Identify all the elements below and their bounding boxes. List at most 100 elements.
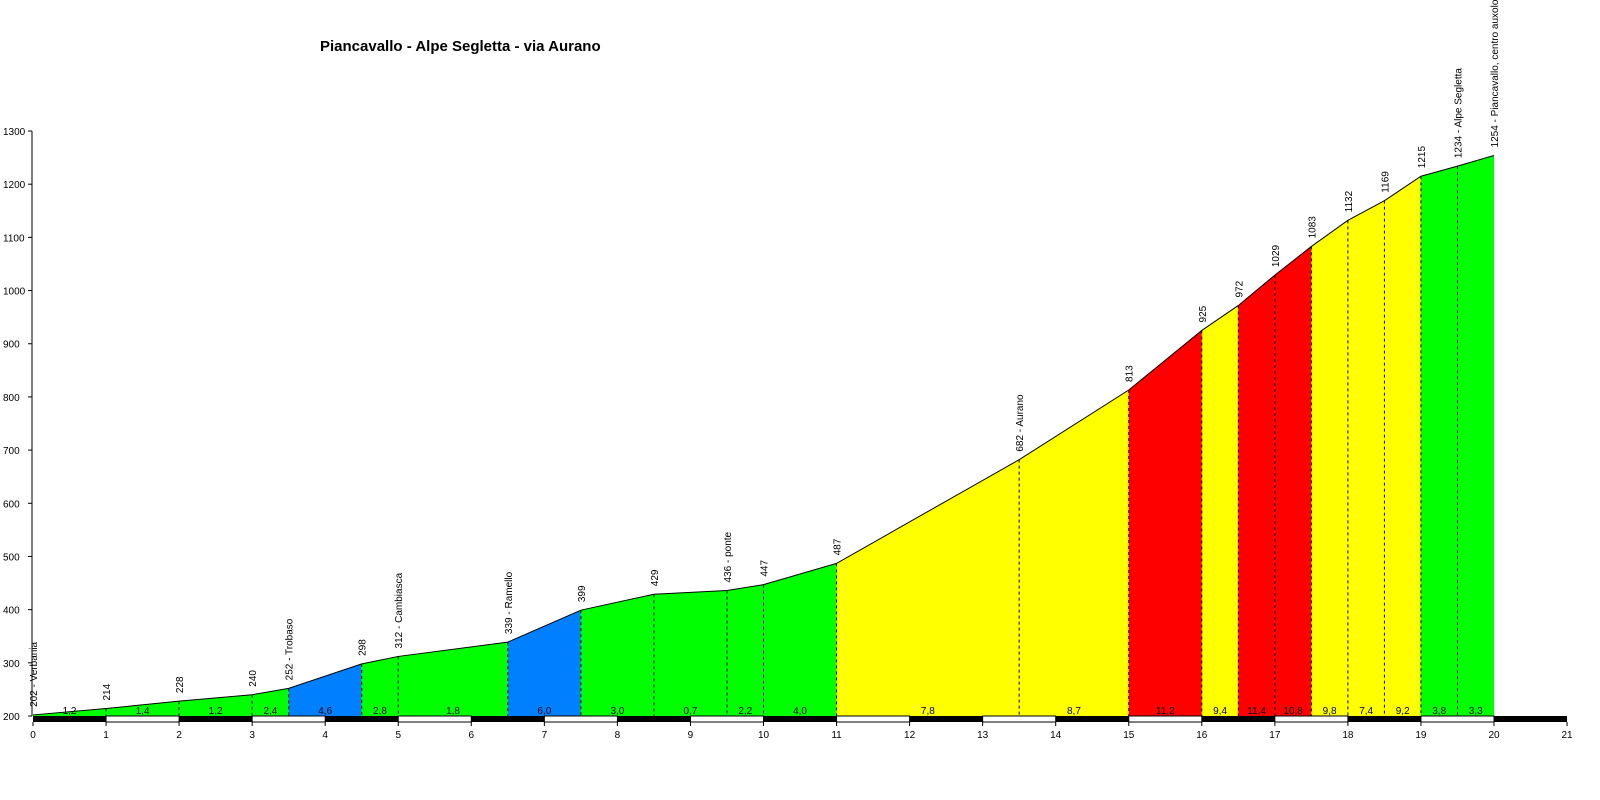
scale-bar-block — [1201, 716, 1275, 722]
segment-fill — [106, 701, 180, 716]
scale-bar-block — [982, 715, 1057, 723]
gradient-label: 1,8 — [446, 706, 460, 717]
point-label: 682 - Aurano — [1015, 394, 1026, 452]
scale-bar-block — [325, 716, 399, 722]
x-tick-label: 19 — [1415, 730, 1427, 741]
y-tick-label: 1000 — [3, 287, 26, 298]
segment-fill — [1457, 155, 1494, 717]
point-label: 1132 — [1344, 190, 1355, 212]
segment-fill — [1128, 330, 1202, 716]
y-tick-label: 1300 — [3, 127, 26, 138]
segment-dividers — [105, 166, 1458, 716]
point-label: 487 — [833, 538, 844, 555]
scale-bar-block — [33, 716, 107, 722]
point-label: 1029 — [1271, 244, 1282, 267]
gradient-label: 1,4 — [136, 706, 150, 717]
segment-fill — [1238, 275, 1275, 716]
segment-fill — [1019, 390, 1129, 716]
scale-bar-block — [1494, 716, 1568, 722]
segment-fill — [1420, 166, 1458, 717]
segment-fill — [252, 688, 289, 716]
segment-fill — [580, 594, 654, 716]
gradient-labels: 1,2 1,4 1,2 2,4 4,6 2,8 1,8 6,0 3,0 0,7 2,2 4,0 7,8 8… — [63, 706, 1484, 717]
y-tick-label: 400 — [3, 606, 20, 617]
point-label: 399 — [577, 585, 588, 602]
gradient-label: 3,8 — [1432, 706, 1446, 717]
point-label: 972 — [1234, 280, 1245, 297]
gradient-label: 10,8 — [1283, 706, 1303, 717]
x-tick-label: 0 — [30, 730, 36, 741]
scale-bar-block — [1347, 716, 1421, 722]
gradient-label: 0,7 — [683, 706, 697, 717]
x-tick-label: 9 — [688, 730, 694, 741]
segment-fill — [1311, 220, 1348, 716]
scale-bar-block — [909, 716, 983, 722]
point-label: 202 - Verbania — [29, 641, 40, 706]
x-tick-label: 20 — [1488, 730, 1500, 741]
segment-fill — [361, 656, 399, 716]
point-label: 429 — [650, 569, 661, 586]
segment-fill — [507, 610, 581, 716]
x-tick-label: 8 — [615, 730, 621, 741]
scale-bar-block — [689, 715, 765, 723]
x-tick-label: 17 — [1269, 730, 1281, 741]
point-label: 813 — [1125, 365, 1136, 382]
distance-scale-bar — [33, 715, 1568, 723]
scale-bar-block — [471, 716, 545, 722]
segment-fill — [726, 584, 764, 716]
segment-fill — [288, 663, 362, 716]
gradient-label: 9,4 — [1213, 706, 1227, 717]
chart-title: Piancavallo - Alpe Segletta - via Aurano — [320, 38, 601, 55]
scale-bar-block — [617, 716, 691, 722]
scale-bar-block — [397, 715, 472, 723]
gradient-label: 1,2 — [209, 706, 223, 717]
x-tick-label: 11 — [831, 730, 842, 741]
segment-fill — [763, 563, 837, 716]
y-tick-label: 1100 — [3, 233, 25, 244]
gradient-label: 7,4 — [1359, 706, 1373, 717]
segment-fill — [653, 590, 727, 716]
gradient-label: 6,0 — [537, 706, 551, 717]
segment-fill — [398, 642, 508, 716]
scale-bar-block — [1055, 716, 1129, 722]
x-axis: 0 1 2 3 4 5 6 7 8 9 10 11 12 13 14 15 16 17 18 19 20 21 — [30, 722, 1573, 741]
x-tick-label: 21 — [1561, 730, 1573, 741]
scale-bar-block — [763, 716, 837, 722]
segment-fill — [1384, 176, 1421, 716]
scale-bar-block — [836, 715, 911, 723]
point-label: 1083 — [1307, 216, 1318, 239]
y-tick-label: 500 — [3, 552, 20, 563]
x-tick-label: 5 — [395, 730, 401, 741]
gradient-label: 3,3 — [1469, 706, 1483, 717]
x-tick-label: 7 — [542, 730, 548, 741]
gradient-label: 2,4 — [263, 706, 277, 717]
point-label: 436 - ponte — [723, 531, 734, 582]
point-label: 1169 — [1380, 171, 1391, 193]
x-tick-label: 16 — [1196, 730, 1208, 741]
y-tick-label: 200 — [3, 712, 20, 723]
y-tick-label: 300 — [3, 659, 20, 670]
x-tick-label: 4 — [322, 730, 328, 741]
segment-fills — [33, 155, 1494, 717]
gradient-label: 4,0 — [793, 706, 807, 717]
scale-bar-block — [543, 715, 618, 723]
profile-line — [32, 155, 1495, 716]
x-tick-label: 12 — [904, 730, 916, 741]
segment-fill — [179, 694, 253, 716]
y-tick-label: 1200 — [3, 180, 26, 191]
point-label: 240 — [248, 670, 259, 687]
gradient-label: 7,8 — [921, 706, 935, 717]
point-label: 1234 - Alpe Segletta — [1453, 68, 1464, 159]
point-label: 214 — [102, 683, 113, 700]
y-tick-label: 700 — [3, 446, 20, 457]
point-label: 252 - Trobaso — [285, 618, 296, 680]
x-tick-label: 15 — [1123, 730, 1135, 741]
segment-fill — [836, 459, 1020, 716]
gradient-label: 2,2 — [738, 706, 752, 717]
x-tick-label: 6 — [469, 730, 475, 741]
x-tick-label: 13 — [977, 730, 989, 741]
segment-fill — [1201, 305, 1239, 716]
gradient-label: 9,2 — [1396, 706, 1410, 717]
scale-bar-block — [179, 716, 253, 722]
